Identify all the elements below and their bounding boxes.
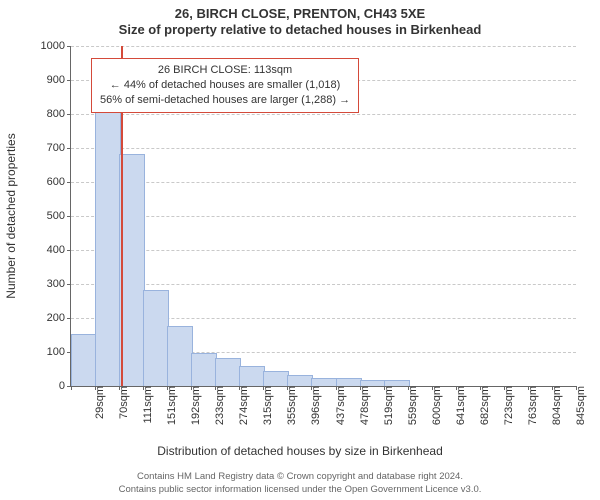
x-tick-label: 29sqm: [88, 386, 106, 419]
x-tick: [456, 386, 457, 390]
x-tick-label: 70sqm: [112, 386, 130, 419]
x-tick-label: 355sqm: [280, 386, 298, 425]
x-axis-title: Distribution of detached houses by size …: [0, 444, 600, 458]
x-tick-label: 151sqm: [160, 386, 178, 425]
x-tick: [360, 386, 361, 390]
attribution-line-1: Contains HM Land Registry data © Crown c…: [0, 471, 600, 483]
x-tick-label: 763sqm: [521, 386, 539, 425]
y-tick-label: 600: [47, 176, 71, 188]
gridline: [71, 250, 576, 251]
x-tick: [576, 386, 577, 390]
histogram-bar: [191, 353, 217, 386]
y-tick-label: 800: [47, 108, 71, 120]
x-tick-label: 437sqm: [329, 386, 347, 425]
histogram-bar: [287, 375, 313, 386]
subject-property-callout: 26 BIRCH CLOSE: 113sqm← 44% of detached …: [91, 58, 359, 113]
x-tick: [143, 386, 144, 390]
x-tick: [408, 386, 409, 390]
histogram-bar: [239, 366, 265, 386]
histogram-bar: [167, 326, 193, 387]
gridline: [71, 182, 576, 183]
y-tick-label: 700: [47, 142, 71, 154]
x-tick-label: 641sqm: [449, 386, 467, 425]
x-tick: [119, 386, 120, 390]
plot-area: 0100200300400500600700800900100029sqm70s…: [70, 46, 576, 387]
x-tick-label: 274sqm: [232, 386, 250, 425]
x-tick: [71, 386, 72, 390]
x-tick: [239, 386, 240, 390]
x-tick-label: 396sqm: [304, 386, 322, 425]
x-tick-label: 233sqm: [208, 386, 226, 425]
x-tick: [191, 386, 192, 390]
y-tick-label: 400: [47, 244, 71, 256]
callout-line: ← 44% of detached houses are smaller (1,…: [100, 78, 350, 93]
y-tick-label: 200: [47, 312, 71, 324]
x-tick-label: 804sqm: [545, 386, 563, 425]
histogram-bar: [263, 371, 289, 386]
attribution: Contains HM Land Registry data © Crown c…: [0, 471, 600, 496]
histogram-bar: [143, 290, 169, 386]
attribution-line-2: Contains public sector information licen…: [0, 484, 600, 496]
chart-title-subtitle: Size of property relative to detached ho…: [0, 22, 600, 37]
histogram-bar: [336, 378, 362, 386]
y-tick-label: 0: [59, 380, 71, 392]
histogram-bar: [215, 358, 241, 386]
y-tick-label: 100: [47, 346, 71, 358]
y-tick-label: 300: [47, 278, 71, 290]
histogram-bar: [311, 378, 337, 386]
gridline: [71, 148, 576, 149]
chart-title-address: 26, BIRCH CLOSE, PRENTON, CH43 5XE: [0, 6, 600, 21]
x-tick: [263, 386, 264, 390]
x-tick: [528, 386, 529, 390]
x-tick: [215, 386, 216, 390]
x-tick-label: 315sqm: [256, 386, 274, 425]
x-tick: [480, 386, 481, 390]
x-tick: [167, 386, 168, 390]
gridline: [71, 46, 576, 47]
x-tick: [504, 386, 505, 390]
gridline: [71, 114, 576, 115]
x-tick: [552, 386, 553, 390]
histogram-bar: [95, 103, 121, 386]
x-tick-label: 845sqm: [569, 386, 587, 425]
y-axis-title: Number of detached properties: [4, 133, 18, 298]
x-tick-label: 682sqm: [473, 386, 491, 425]
y-tick-label: 500: [47, 210, 71, 222]
x-tick-label: 478sqm: [353, 386, 371, 425]
x-tick: [432, 386, 433, 390]
x-tick-label: 111sqm: [136, 386, 154, 424]
y-tick-label: 900: [47, 74, 71, 86]
histogram-bar: [119, 154, 145, 386]
x-tick-label: 559sqm: [401, 386, 419, 425]
chart-container: 26, BIRCH CLOSE, PRENTON, CH43 5XE Size …: [0, 0, 600, 500]
x-tick-label: 192sqm: [184, 386, 202, 425]
x-tick: [384, 386, 385, 390]
callout-line: 56% of semi-detached houses are larger (…: [100, 93, 350, 108]
x-tick: [336, 386, 337, 390]
x-tick-label: 600sqm: [425, 386, 443, 425]
x-tick-label: 723sqm: [497, 386, 515, 425]
callout-line: 26 BIRCH CLOSE: 113sqm: [100, 63, 350, 78]
gridline: [71, 216, 576, 217]
y-tick-label: 1000: [41, 40, 71, 52]
x-tick: [311, 386, 312, 390]
histogram-bar: [71, 334, 97, 386]
x-tick: [95, 386, 96, 390]
x-tick: [287, 386, 288, 390]
x-tick-label: 519sqm: [377, 386, 395, 425]
gridline: [71, 284, 576, 285]
